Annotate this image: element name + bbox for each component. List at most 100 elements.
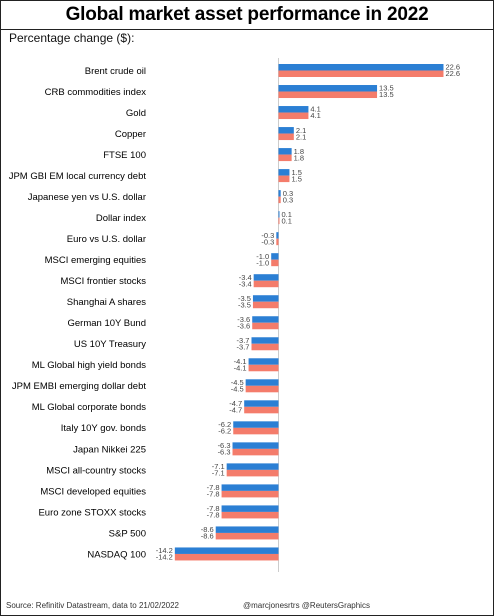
- category-label: ML Global corporate bonds: [32, 402, 146, 413]
- category-label: CRB commodities index: [45, 87, 147, 98]
- category-label: German 10Y Bund: [67, 318, 146, 329]
- value-label: 1.5: [291, 174, 301, 183]
- bar-series-2: [248, 364, 279, 372]
- value-label: -7.8: [207, 511, 220, 520]
- bar-series-1: [244, 400, 279, 407]
- value-label: -3.5: [238, 300, 251, 309]
- category-label: JPM GBI EM local currency debt: [9, 171, 147, 182]
- bar-series-2: [278, 133, 294, 141]
- category-label: ML Global high yield bonds: [32, 360, 146, 371]
- bar-series-2: [244, 406, 279, 414]
- bar-series-1: [253, 274, 279, 281]
- value-label: -7.8: [207, 490, 220, 499]
- bar-series-1: [278, 85, 378, 92]
- category-label: S&P 500: [109, 528, 146, 539]
- value-label: 0.3: [283, 189, 293, 198]
- bar-series-1: [232, 442, 279, 449]
- value-label: -14.2: [156, 546, 173, 555]
- bar-series-2: [253, 280, 279, 288]
- bar-series-2: [221, 490, 279, 498]
- bar-series-1: [278, 64, 444, 71]
- category-label: NASDAQ 100: [87, 549, 146, 560]
- bar-series-2: [278, 154, 292, 162]
- category-label: Euro zone STOXX stocks: [38, 507, 146, 518]
- bar-series-2: [251, 343, 279, 351]
- value-label: -4.5: [231, 378, 244, 387]
- bar-series-2: [252, 301, 279, 309]
- value-label: -3.7: [237, 336, 250, 345]
- value-label: -0.3: [261, 237, 274, 246]
- bar-series-1: [278, 106, 309, 113]
- bar-series-1: [226, 463, 279, 470]
- value-label: 13.5: [379, 84, 394, 93]
- value-label: -3.6: [237, 321, 250, 330]
- bar-series-2: [245, 385, 279, 393]
- value-label: -6.3: [218, 448, 231, 457]
- bar-series-1: [221, 505, 279, 512]
- value-label: 2.1: [296, 126, 306, 135]
- value-label: -1.0: [256, 258, 269, 267]
- bar-series-1: [278, 127, 294, 134]
- bar-series-1: [245, 379, 279, 386]
- bar-series-2: [278, 70, 444, 77]
- bar-series-1: [248, 358, 279, 365]
- value-label: -0.3: [261, 231, 274, 240]
- source-note: Source: Refinitiv Datastream, data to 21…: [6, 601, 179, 610]
- bar-series-2: [174, 553, 279, 561]
- title-divider: [0, 29, 494, 30]
- value-label: 1.5: [291, 168, 301, 177]
- value-label: 4.1: [310, 111, 320, 120]
- value-label: -4.7: [229, 406, 242, 415]
- category-label: Gold: [126, 108, 146, 119]
- bar-series-2: [215, 532, 279, 540]
- value-label: -6.3: [218, 441, 231, 450]
- value-label: 4.1: [310, 105, 320, 114]
- bar-series-2: [233, 427, 279, 435]
- bar-series-2: [252, 322, 279, 330]
- value-label: -7.1: [212, 469, 225, 478]
- credit-note: @marcjonesrtrs @ReutersGraphics: [243, 601, 370, 610]
- category-label: MSCI frontier stocks: [60, 276, 146, 287]
- chart-subtitle: Percentage change ($):: [9, 31, 135, 45]
- bar-series-2: [226, 469, 279, 477]
- bar-series-2: [221, 511, 279, 519]
- category-label: Euro vs U.S. dollar: [67, 234, 146, 245]
- category-label: Brent crude oil: [85, 66, 146, 77]
- bar-series-2: [271, 259, 279, 267]
- value-label: -8.6: [201, 525, 214, 534]
- bar-series-2: [278, 91, 378, 99]
- bar-series-1: [278, 211, 280, 218]
- value-label: -6.2: [218, 427, 231, 436]
- value-label: 13.5: [379, 90, 394, 99]
- value-label: -3.7: [237, 342, 250, 351]
- value-label: -3.4: [239, 273, 252, 282]
- category-label: Shanghai A shares: [67, 297, 146, 308]
- category-label: Copper: [115, 129, 146, 140]
- value-label: -3.5: [238, 294, 251, 303]
- value-label: -7.1: [212, 462, 225, 471]
- bar-series-2: [232, 448, 279, 456]
- bar-series-1: [215, 526, 279, 533]
- bar-series-1: [252, 295, 279, 302]
- bar-series-1: [221, 484, 279, 491]
- bar-series-1: [278, 169, 290, 176]
- bar-series-1: [276, 232, 279, 239]
- chart-title: Global market asset performance in 2022: [65, 4, 429, 25]
- value-label: -6.2: [218, 420, 231, 429]
- value-label: 1.8: [294, 147, 304, 156]
- category-label: FTSE 100: [103, 150, 146, 161]
- value-label: 0.1: [282, 210, 292, 219]
- value-label: -7.8: [207, 504, 220, 513]
- value-label: 22.6: [445, 69, 460, 78]
- category-label: MSCI developed equities: [40, 486, 146, 497]
- value-label: 22.6: [445, 63, 460, 72]
- category-label: MSCI all-country stocks: [46, 465, 146, 476]
- category-label: JPM EMBI emerging dollar debt: [12, 381, 146, 392]
- bar-series-2: [278, 175, 290, 183]
- value-label: -1.0: [256, 252, 269, 261]
- value-label: -3.6: [237, 315, 250, 324]
- category-label: Italy 10Y gov. bonds: [61, 423, 146, 434]
- value-label: -4.1: [234, 357, 247, 366]
- value-label: -4.7: [229, 399, 242, 408]
